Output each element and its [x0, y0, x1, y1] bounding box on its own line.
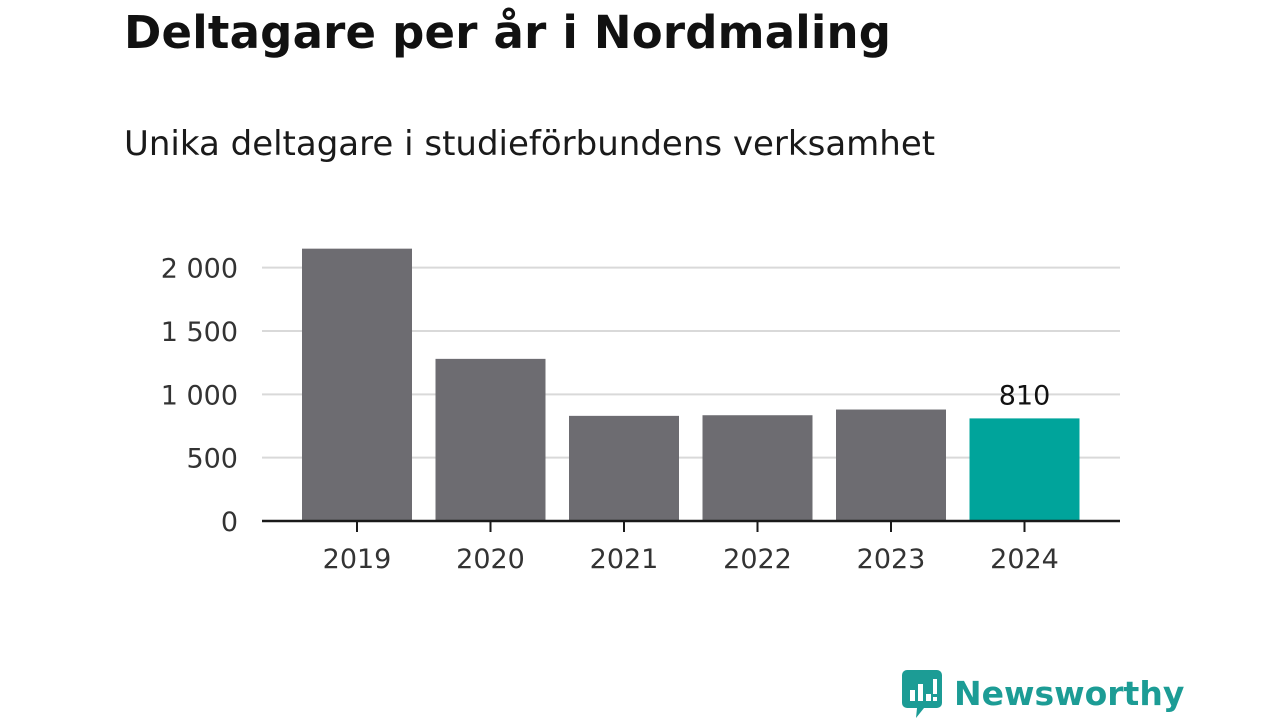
bars — [302, 248, 1080, 522]
y-tick-label: 500 — [186, 444, 238, 475]
x-tick-label: 2020 — [456, 544, 525, 575]
y-tick-label: 1 500 — [161, 317, 238, 348]
bar-2019 — [302, 248, 412, 522]
bar-2023 — [836, 409, 946, 521]
brand: Newsworthy — [902, 670, 1184, 718]
bar-2020 — [435, 358, 546, 521]
newsworthy-logo-icon — [902, 670, 942, 718]
y-tick-label: 1 000 — [161, 380, 238, 411]
x-tick-label: 2019 — [323, 544, 392, 575]
labels: 0 500 1 000 1 500 2 000 2019 2020 2021 2022 2023 2… — [161, 254, 1059, 575]
chart-subtitle: Unika deltagare i studieförbundens verks… — [124, 124, 936, 164]
x-axis — [262, 519, 1120, 532]
data-label: 810 — [999, 380, 1051, 411]
x-tick-label: 2022 — [723, 544, 792, 575]
chart-title: Deltagare per år i Nordmaling — [124, 6, 892, 59]
brand-name: Newsworthy — [954, 674, 1185, 713]
x-tick-label: 2023 — [857, 544, 926, 575]
y-tick-label: 2 000 — [161, 254, 238, 285]
y-tick-label: 0 — [221, 507, 238, 538]
bar-2022 — [702, 415, 813, 521]
bar-2024 — [969, 418, 1080, 521]
x-tick-label: 2021 — [590, 544, 659, 575]
x-tick-label: 2024 — [990, 544, 1059, 575]
bar-2021 — [569, 415, 679, 521]
